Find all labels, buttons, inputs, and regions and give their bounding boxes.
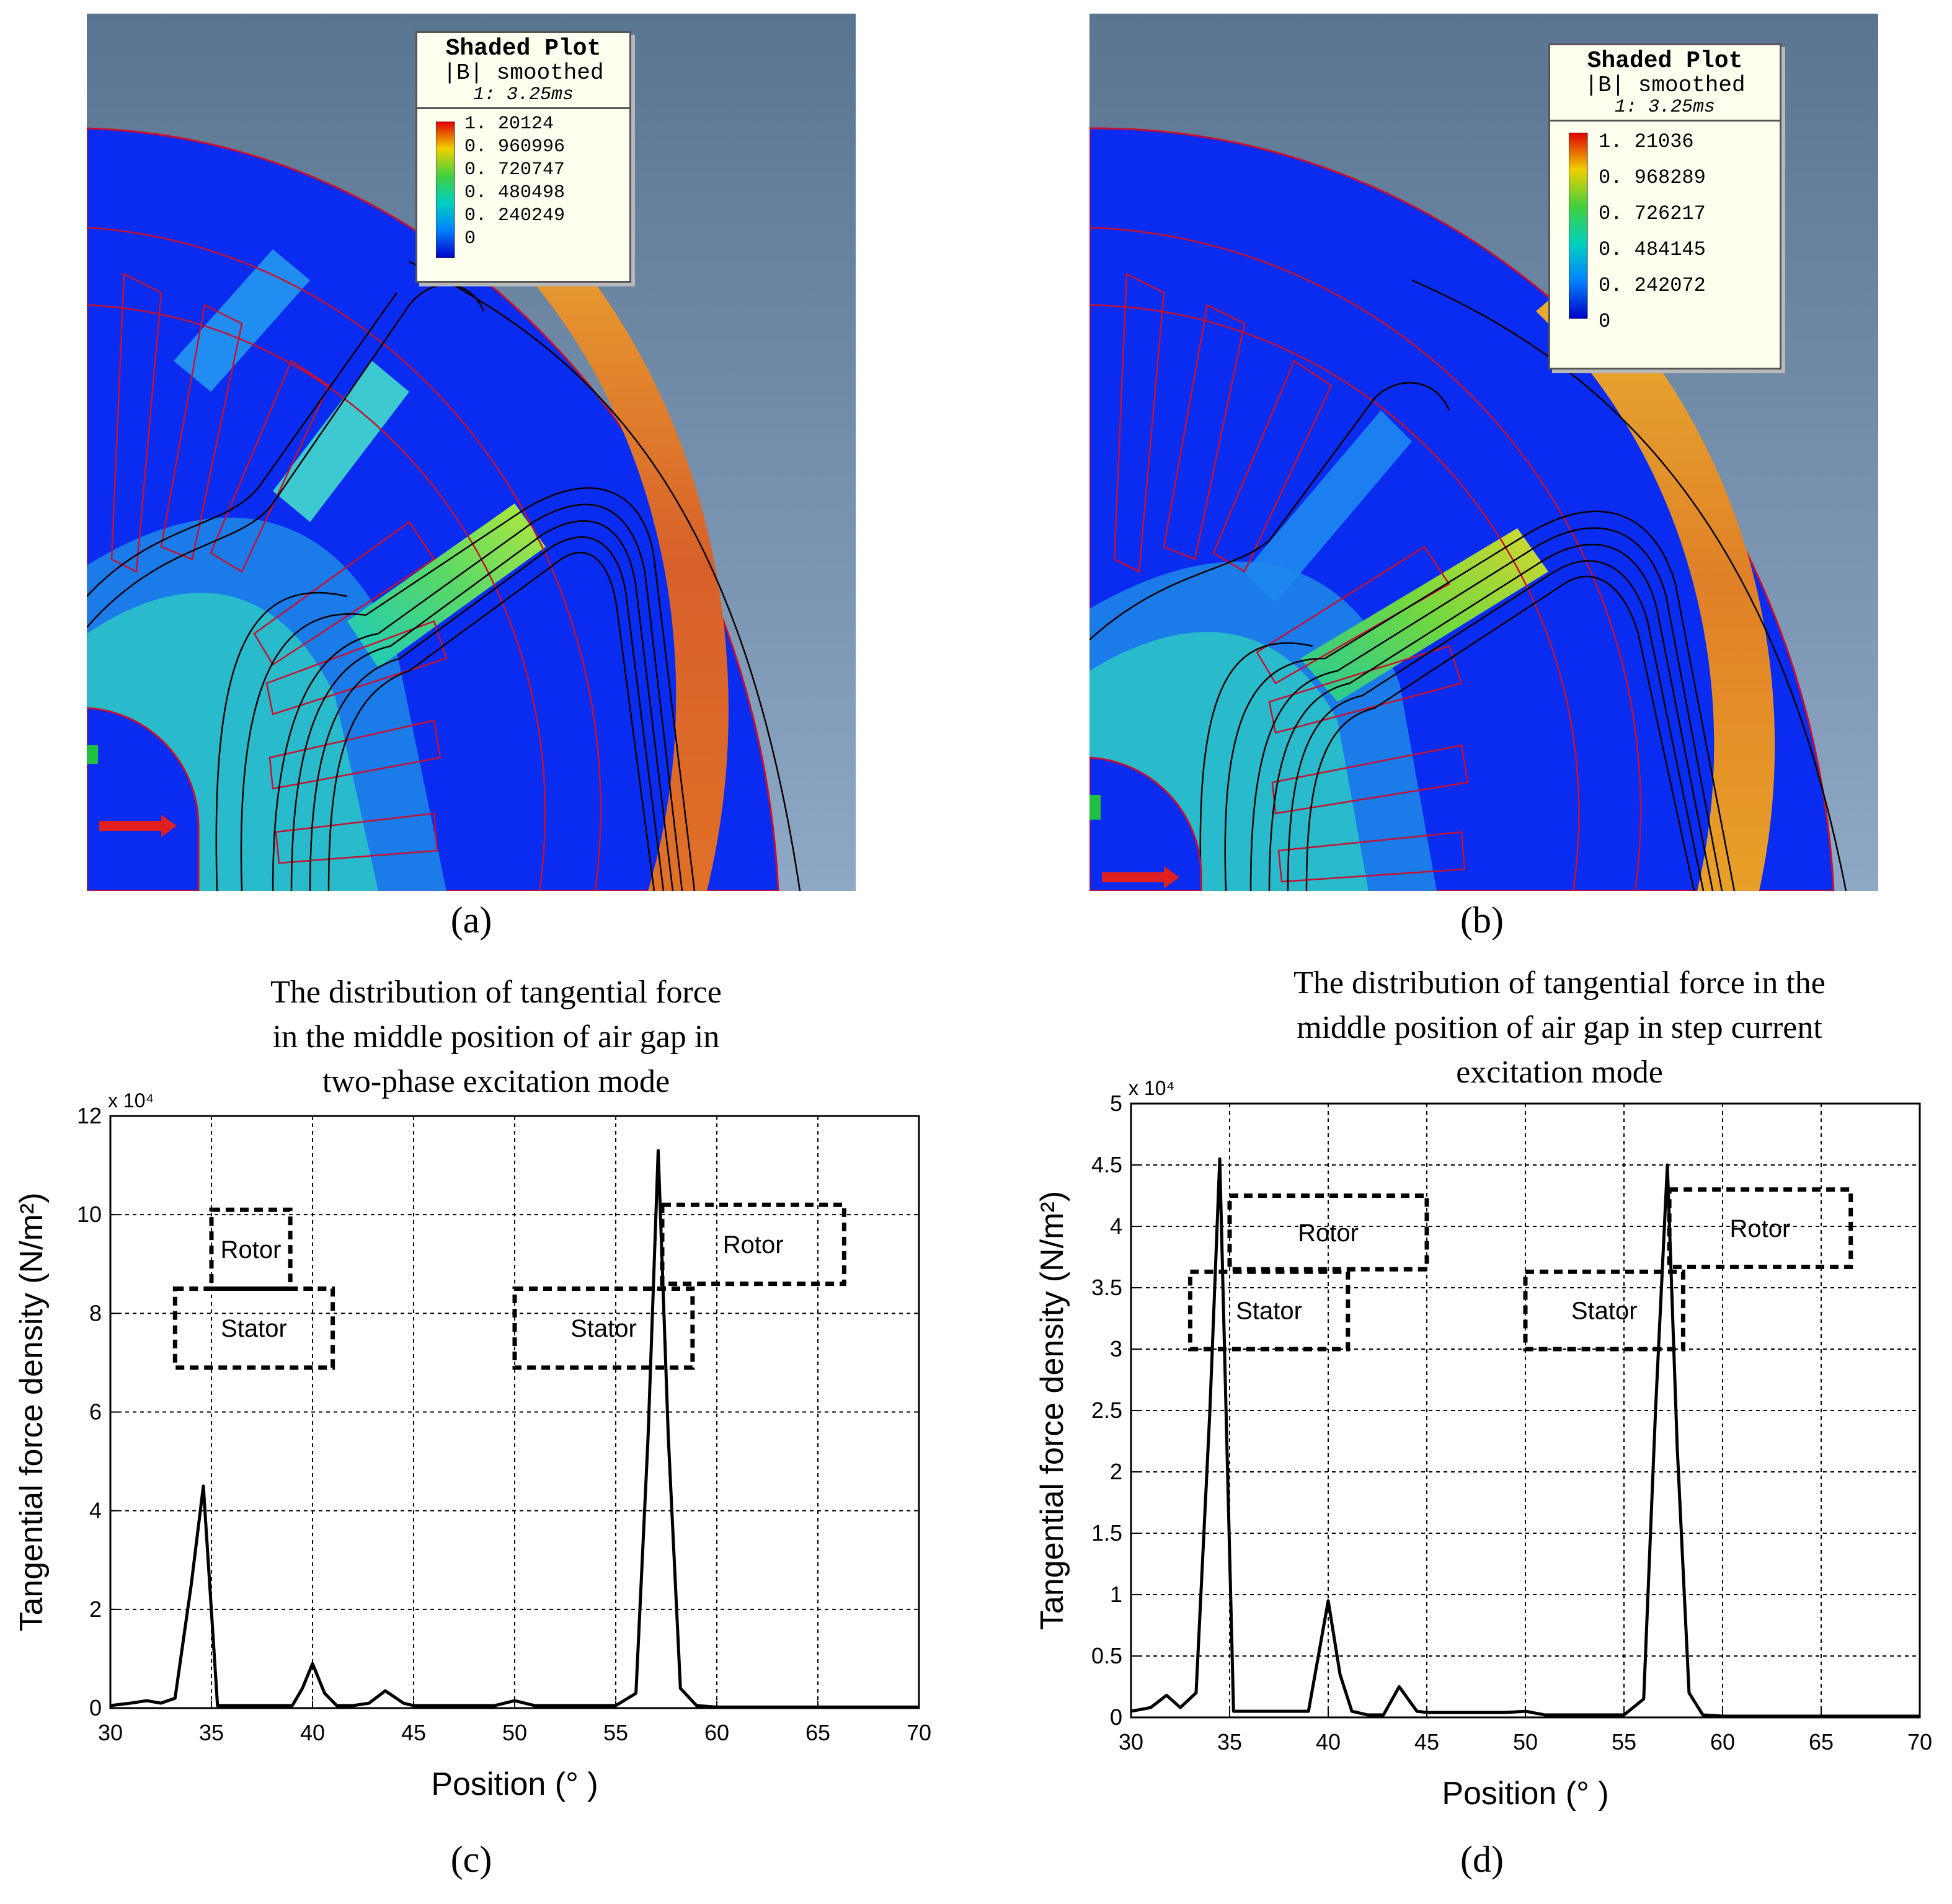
x-tick-label: 45 — [1414, 1729, 1439, 1755]
y-tick-label: 2 — [89, 1596, 102, 1622]
fem-plot-a: Shaded Plot |B| smoothed 1: 3.25ms 1. 20… — [87, 14, 856, 891]
colorbar-b — [1569, 133, 1588, 319]
chart-title-line: in the middle position of air gap in — [272, 1019, 720, 1055]
legend-value: 0. 726217 — [1599, 202, 1706, 225]
y-tick-label: 4 — [89, 1498, 102, 1523]
legend-value: 0. 720747 — [464, 159, 566, 180]
y-tick-label: 12 — [77, 1103, 102, 1128]
legend-quantity: |B| smoothed — [1584, 73, 1746, 98]
legend-quantity: |B| smoothed — [443, 60, 604, 86]
legend-time: 1: 3.25ms — [472, 84, 574, 105]
series-line — [1130, 1157, 1920, 1718]
x-tick-label: 55 — [603, 1720, 628, 1745]
annotation-label: Rotor — [1730, 1215, 1791, 1242]
y-tick-label: 0.5 — [1091, 1643, 1122, 1668]
legend-value: 0. 242072 — [1599, 274, 1706, 297]
chart-title-line: The distribution of tangential force — [270, 975, 722, 1010]
annotation-box — [1187, 1269, 1351, 1352]
chart-title-line: excitation mode — [1456, 1055, 1663, 1090]
x-tick-label: 45 — [401, 1720, 426, 1745]
x-tick-label: 30 — [98, 1720, 123, 1745]
legend-value: 1. 20124 — [464, 113, 554, 135]
y-tick-label: 6 — [89, 1399, 102, 1425]
legend-value: 0. 484145 — [1599, 238, 1706, 261]
x-tick-label: 35 — [1217, 1729, 1242, 1755]
x-tick-label: 65 — [805, 1720, 830, 1745]
axis-multiplier: x 10⁴ — [108, 1089, 154, 1112]
y-axis-label: Tangential force density (N/m²) — [14, 1192, 50, 1631]
caption-a: (a) — [450, 900, 492, 941]
y-axis-label: Tangential force density (N/m²) — [1034, 1191, 1070, 1630]
y-tick-label: 4 — [1110, 1213, 1122, 1239]
annotation-box — [512, 1286, 695, 1370]
y-tick-label: 1.5 — [1091, 1520, 1122, 1546]
legend-value: 1. 21036 — [1599, 130, 1694, 153]
x-tick-label: 65 — [1809, 1729, 1834, 1755]
annotation-box — [172, 1286, 335, 1370]
series-line — [110, 1149, 919, 1709]
legend-title: Shaded Plot — [1587, 48, 1743, 74]
y-tick-label: 0 — [1110, 1704, 1122, 1730]
chart-title-line: middle position of air gap in step curre… — [1297, 1010, 1822, 1045]
y-tick-label: 2 — [1110, 1459, 1122, 1484]
x-tick-label: 50 — [502, 1720, 527, 1745]
y-tick-label: 3 — [1110, 1336, 1122, 1362]
x-tick-label: 35 — [199, 1720, 224, 1745]
annotation-label: Stator — [1236, 1298, 1302, 1325]
x-tick-label: 60 — [1710, 1729, 1735, 1755]
legend-title: Shaded Plot — [445, 35, 601, 62]
legend-value: 0. 960996 — [464, 136, 566, 157]
legend-value: 0. 240249 — [464, 205, 566, 226]
legend-value: 0 — [1599, 310, 1611, 333]
x-tick-label: 30 — [1119, 1729, 1143, 1755]
x-tick-label: 70 — [1907, 1729, 1932, 1755]
annotation-label: Stator — [221, 1315, 287, 1342]
axis-multiplier: x 10⁴ — [1129, 1077, 1174, 1099]
legend-value: 0 — [464, 228, 476, 249]
legend-b: Shaded Plot |B| smoothed 1: 3.25ms 1. 21… — [1548, 43, 1781, 370]
y-tick-label: 10 — [77, 1202, 102, 1227]
legend-a: Shaded Plot |B| smoothed 1: 3.25ms 1. 20… — [415, 31, 631, 283]
chart-d: 30 35 40 45 50 55 60 65 70 0 0.5 1 1.5 2 2.5 3 3.5 4 4.5 5x… — [1034, 1077, 1932, 1812]
annotation-label: Rotor — [1298, 1220, 1359, 1247]
caption-d: (d) — [1460, 1839, 1504, 1880]
x-tick-label: 40 — [300, 1720, 325, 1745]
x-tick-label: 40 — [1316, 1729, 1341, 1755]
chart-c: 30 35 40 45 50 55 60 65 70 0 2 4 6 8 10 12 x 10⁴ Position… — [14, 1089, 931, 1802]
annotation-box — [209, 1207, 293, 1291]
annotation-box — [1227, 1193, 1429, 1272]
legend-time: 1: 3.25ms — [1614, 97, 1716, 118]
chart-title-line: The distribution of tangential force in … — [1293, 965, 1826, 1001]
annotation-box — [1523, 1269, 1685, 1352]
x-tick-label: 55 — [1612, 1729, 1636, 1755]
chart-title-line: two-phase excitation mode — [322, 1064, 670, 1099]
y-tick-label: 8 — [89, 1300, 102, 1326]
y-tick-label: 0 — [89, 1695, 102, 1720]
x-tick-label: 50 — [1513, 1729, 1538, 1755]
annotation-label: Rotor — [723, 1231, 784, 1259]
y-tick-label: 2.5 — [1091, 1397, 1122, 1423]
x-tick-label: 70 — [907, 1720, 931, 1745]
chart-title-c: The distribution of tangential force in … — [186, 970, 806, 1104]
y-tick-label: 3.5 — [1091, 1275, 1122, 1300]
fem-plot-b: Shaded Plot |B| smoothed 1: 3.25ms 1. 21… — [1089, 14, 1878, 891]
legend-value: 0. 968289 — [1599, 166, 1706, 189]
x-tick-label: 60 — [704, 1720, 729, 1745]
annotation-label: Rotor — [221, 1236, 282, 1264]
y-tick-label: 4.5 — [1091, 1152, 1122, 1177]
y-tick-label: 1 — [1110, 1582, 1122, 1607]
annotation-label: Stator — [1571, 1298, 1638, 1325]
x-axis-label: Position (° ) — [431, 1766, 598, 1802]
legend-value: 0. 480498 — [464, 182, 566, 203]
y-tick-label: 5 — [1110, 1091, 1122, 1116]
caption-b: (b) — [1460, 900, 1504, 941]
x-axis-label: Position (° ) — [1442, 1776, 1608, 1812]
colorbar-a — [436, 122, 455, 258]
chart-title-d: The distribution of tangential force in … — [1191, 961, 1928, 1095]
caption-c: (c) — [450, 1839, 492, 1880]
fem-field-b — [1089, 14, 1878, 891]
annotation-label: Stator — [570, 1315, 637, 1342]
annotation-box — [660, 1202, 846, 1286]
